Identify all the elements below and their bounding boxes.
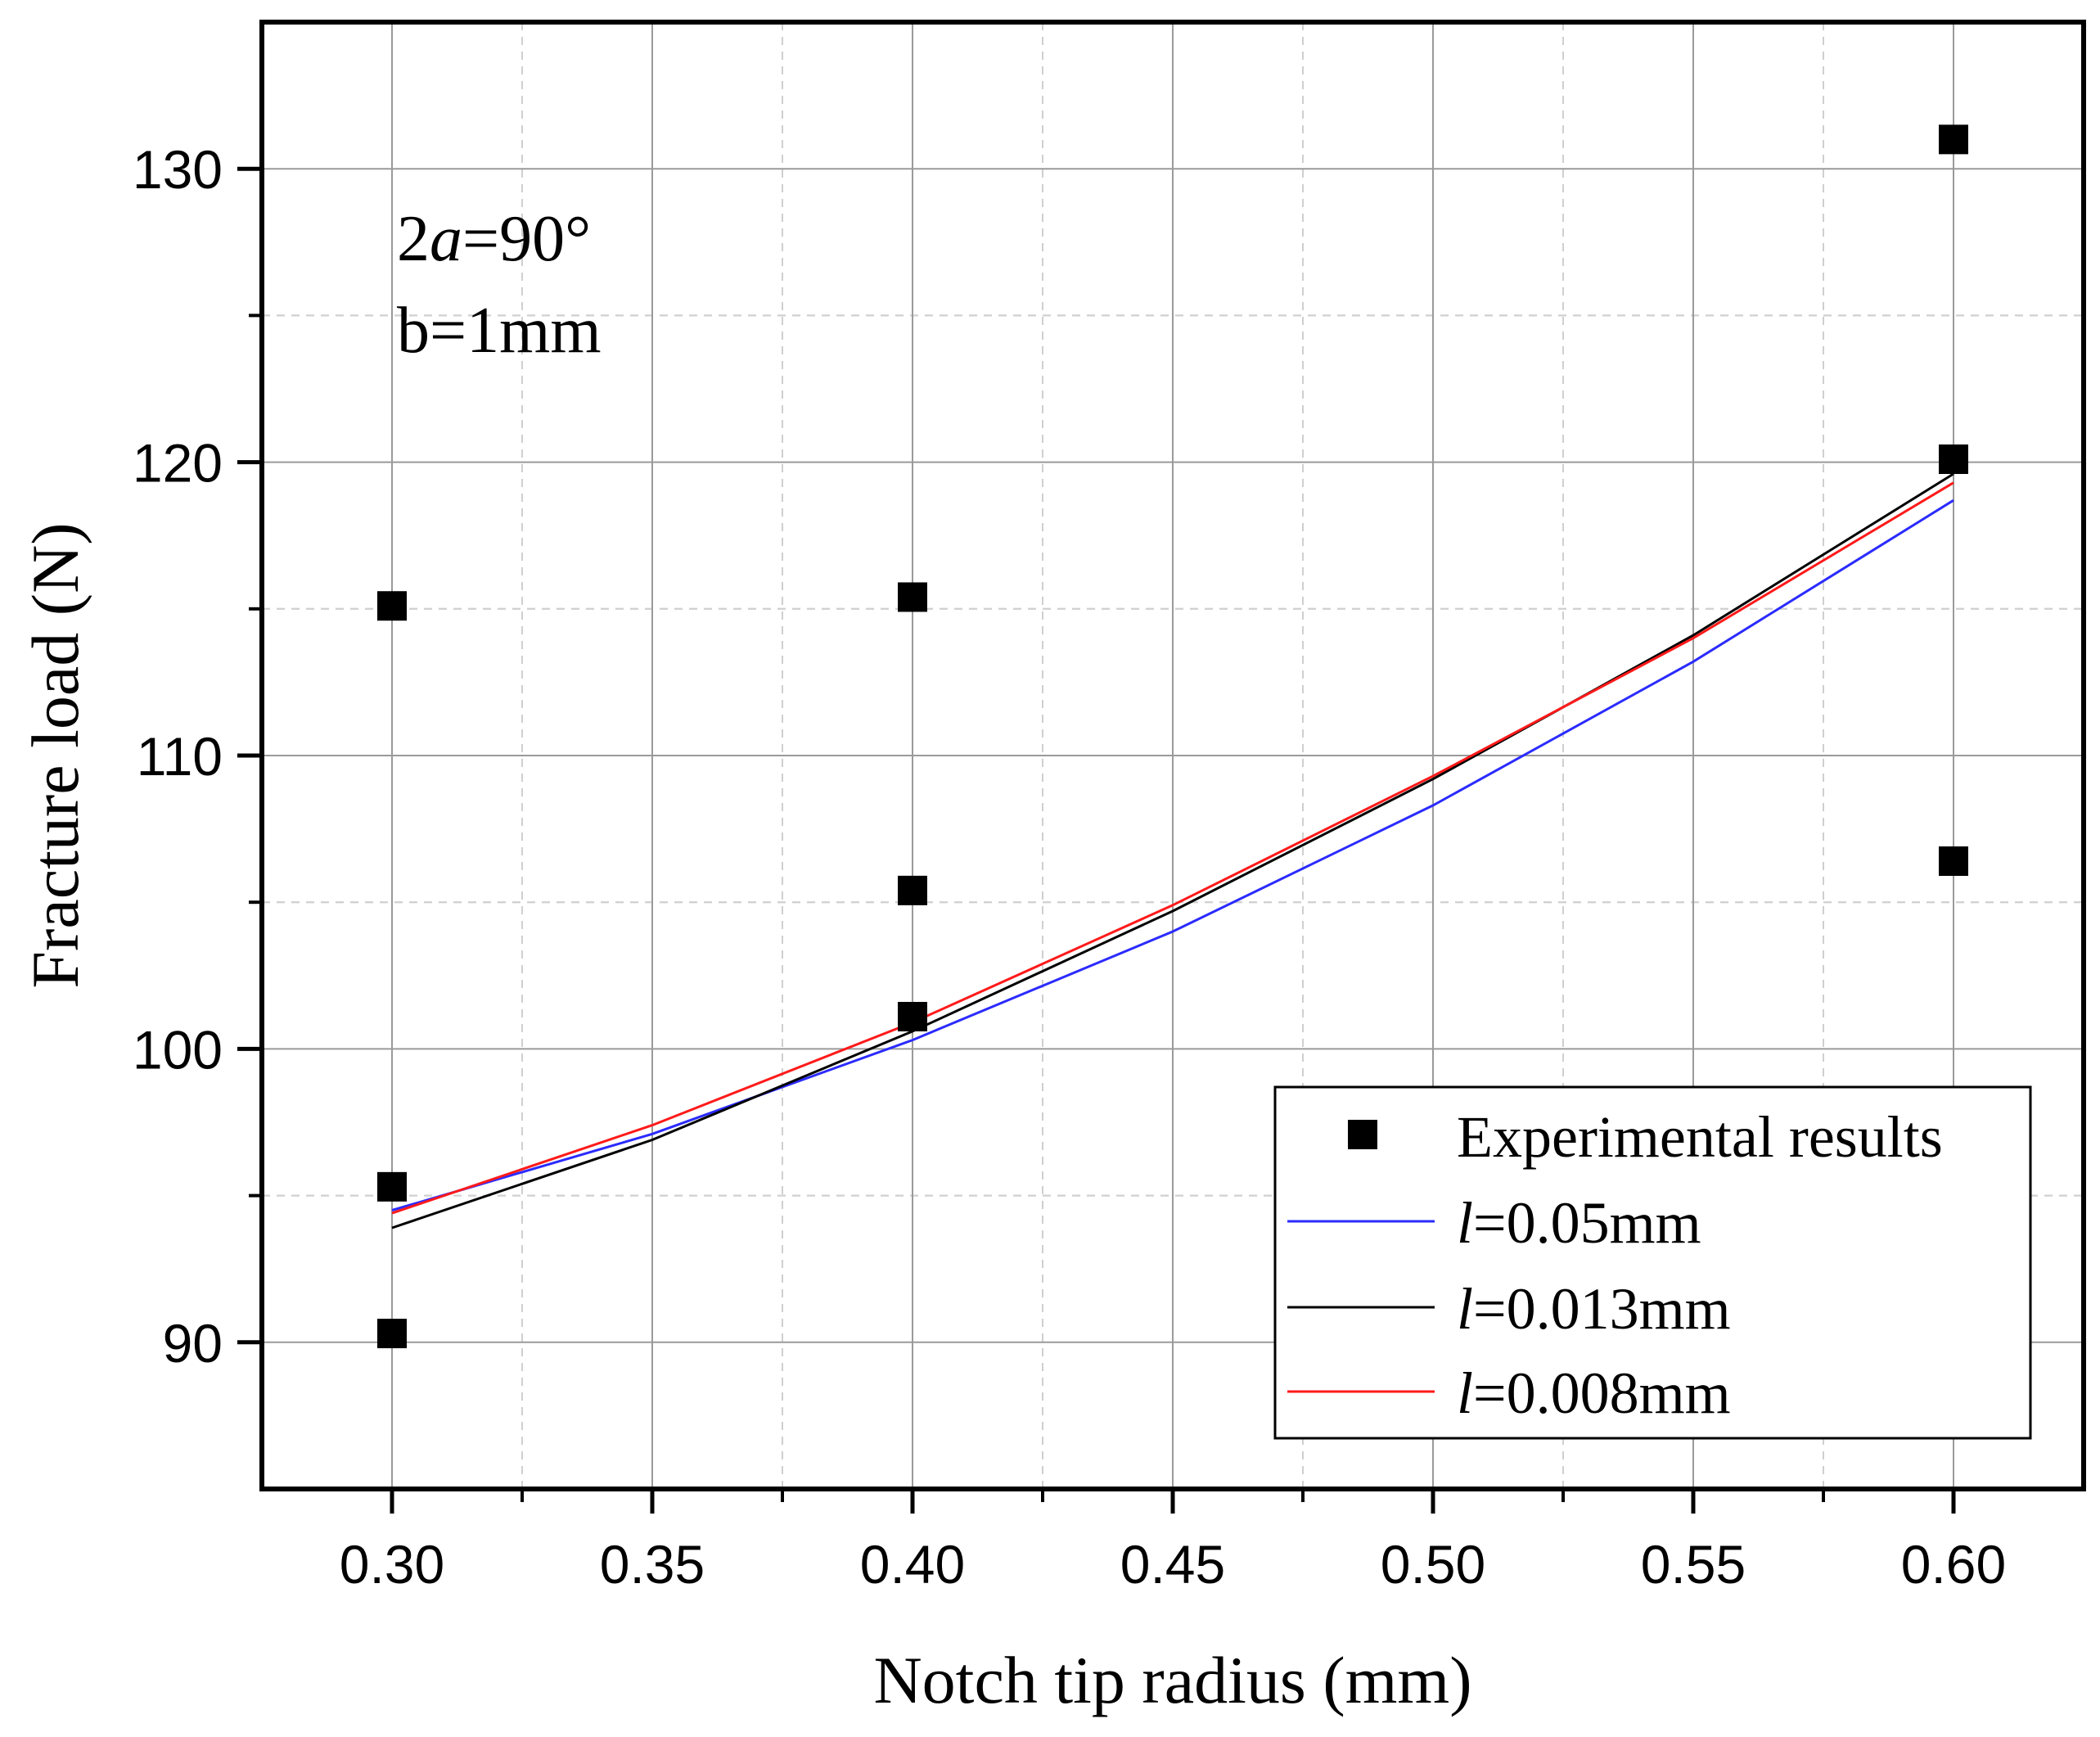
- annotation-angle: 2a=90°: [397, 203, 591, 275]
- legend-box: [1273, 1085, 2032, 1440]
- experimental-point: [898, 875, 927, 905]
- annotation-angle-suffix: =90°: [462, 203, 591, 275]
- y-tick-label: 100: [133, 1019, 223, 1080]
- experimental-markers: [377, 124, 1968, 1349]
- legend-marker-experimental: [1348, 1120, 1377, 1149]
- experimental-point: [1939, 124, 1968, 155]
- experimental-point: [377, 1171, 407, 1202]
- annotation-angle-prefix: 2: [397, 203, 430, 275]
- legend-label-l0008: l=0.008mm: [1457, 1360, 1731, 1426]
- y-tick-label: 110: [137, 726, 223, 787]
- x-tick-label: 0.45: [1120, 1534, 1225, 1595]
- series-line-l0008: [391, 481, 1954, 1215]
- annotation-angle-symbol: a: [430, 203, 462, 275]
- x-tick-label: 0.40: [860, 1534, 965, 1595]
- legend: Experimental results l=0.05mm l=0.013mm …: [1273, 1085, 2032, 1440]
- experimental-point: [377, 1319, 407, 1349]
- legend-label-l005: l=0.05mm: [1457, 1190, 1701, 1256]
- x-tick-label: 0.30: [340, 1534, 444, 1595]
- experimental-point: [1939, 444, 1968, 475]
- legend-l0013-value: =0.013mm: [1473, 1276, 1731, 1342]
- series-lines: [391, 472, 1954, 1229]
- experimental-point: [898, 582, 927, 612]
- y-axis-title: Fracture load (N): [18, 522, 92, 988]
- legend-label-l0013: l=0.013mm: [1457, 1276, 1731, 1342]
- experimental-point: [1939, 846, 1968, 877]
- axis-ticks: 0.30 0.35 0.40 0.45 0.50 0.55 0.60 90 100 110 120 1…: [133, 139, 2006, 1595]
- legend-label-experimental: Experimental results: [1457, 1104, 1943, 1170]
- y-tick-label: 120: [133, 433, 223, 494]
- x-tick-label: 0.60: [1901, 1534, 2006, 1595]
- experimental-point: [898, 1001, 927, 1031]
- experimental-point: [377, 591, 407, 621]
- x-tick-label: 0.55: [1641, 1534, 1746, 1595]
- legend-l0008-symbol: l: [1457, 1360, 1473, 1426]
- series-line-l0013: [391, 472, 1954, 1229]
- x-tick-label: 0.50: [1381, 1534, 1485, 1595]
- y-tick-label: 130: [133, 139, 223, 200]
- series-line-l005: [391, 499, 1954, 1211]
- legend-l0008-value: =0.008mm: [1473, 1360, 1731, 1426]
- legend-l0013-symbol: l: [1457, 1276, 1473, 1342]
- legend-l005-symbol: l: [1457, 1190, 1473, 1256]
- y-tick-label: 90: [163, 1313, 223, 1374]
- annotation-thickness: b=1mm: [397, 295, 602, 367]
- x-axis-title: Notch tip radius (mm): [873, 1643, 1471, 1717]
- legend-l005-value: =0.05mm: [1473, 1190, 1701, 1256]
- grid: [262, 22, 2084, 1489]
- x-tick-label: 0.35: [600, 1534, 705, 1595]
